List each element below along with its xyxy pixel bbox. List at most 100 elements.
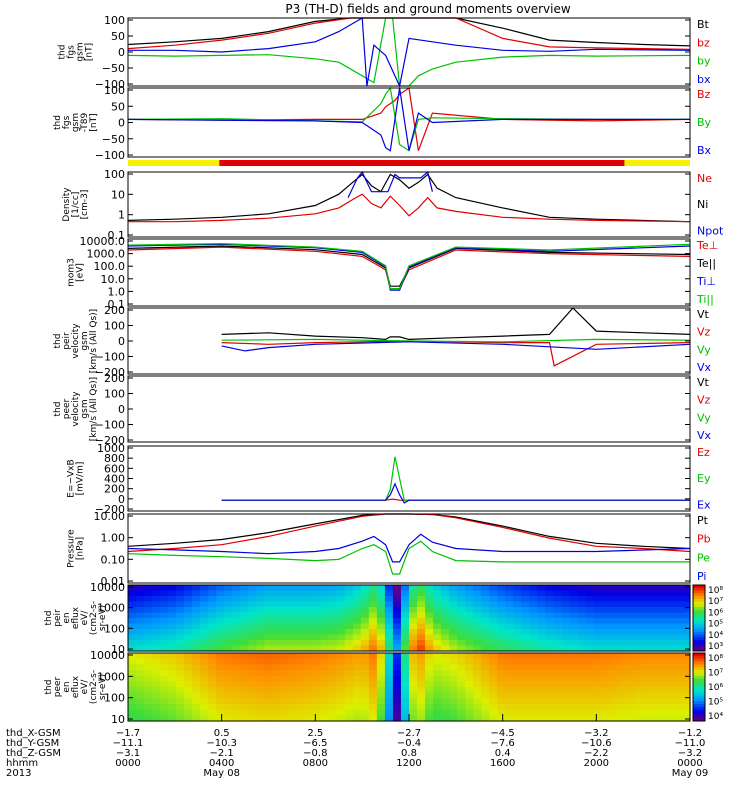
series-Pe (127, 540, 690, 575)
spectrogram-cell (465, 585, 474, 592)
spectrogram-cell (473, 629, 482, 636)
spectrogram-cell (433, 675, 442, 682)
x-tick-label: −10.3 (206, 738, 237, 749)
spectrogram-cell (224, 653, 233, 660)
spectrogram-cell (360, 634, 370, 641)
spectrogram-cell (352, 653, 362, 660)
spectrogram-cell (417, 623, 426, 630)
spectrogram-cell (136, 698, 145, 705)
spectrogram-cell (352, 623, 362, 630)
spectrogram-cell (585, 623, 595, 630)
spectrogram-cell (505, 715, 514, 722)
y-axis-title-line: (cm2-s- (89, 601, 99, 635)
spectrogram-cell (392, 640, 402, 647)
spectrogram-cell (673, 653, 683, 660)
spectrogram-cell (489, 709, 498, 716)
spectrogram-cell (232, 596, 241, 603)
spectrogram-cell (617, 645, 627, 652)
spectrogram-cell (264, 681, 274, 688)
spectrogram-cell (593, 653, 603, 660)
spectrogram-cell (481, 590, 490, 597)
spectrogram-cell (384, 634, 394, 641)
colorbar-step (693, 718, 705, 722)
spectrogram-cell (673, 704, 683, 711)
spectrogram-cell (521, 670, 531, 677)
spectrogram-cell (320, 634, 330, 641)
spectrogram-cell (192, 658, 201, 665)
spectrogram-cell (561, 618, 571, 625)
spectrogram-cell (128, 675, 137, 682)
spectrogram-cell (585, 687, 595, 694)
spectrogram-cell (417, 670, 426, 677)
spectrogram-cell (264, 704, 274, 711)
colorbar-label: 10⁵ (708, 698, 723, 708)
spectrogram-cell (593, 709, 603, 716)
spectrogram-cell (529, 601, 539, 608)
spectrogram-cell (633, 653, 643, 660)
spectrogram-cell (256, 585, 266, 592)
spectrogram-cell (152, 618, 161, 625)
spectrogram-cell (657, 675, 667, 682)
spectrogram-cell (657, 704, 667, 711)
colorbar-step (693, 609, 705, 613)
spectrogram-cell (168, 704, 177, 711)
y-axis-title-line: [1/cc] (71, 192, 81, 218)
spectrogram-cell (425, 640, 434, 647)
spectrogram-cell (457, 618, 466, 625)
spectrogram-cell (248, 658, 258, 665)
spectrogram-cell (160, 681, 169, 688)
spectrogram-cell (136, 590, 145, 597)
spectrogram-cell (417, 698, 426, 705)
spectrogram-cell (200, 704, 209, 711)
spectrogram-cell (368, 692, 378, 699)
spectrogram-cell (344, 658, 354, 665)
y-axis-title-line: en (62, 612, 72, 623)
spectrogram-cell (176, 698, 185, 705)
spectrogram-cell (489, 634, 498, 641)
spectrogram-cell (529, 618, 539, 625)
spectrogram-cell (152, 601, 161, 608)
spectrogram-cell (128, 664, 137, 671)
spectrogram-cell (296, 601, 306, 608)
spectrogram-cell (384, 687, 394, 694)
spectrogram-cell (288, 623, 298, 630)
spectrogram-cell (489, 601, 498, 608)
spectrogram-cell (577, 585, 587, 592)
spectrogram-cell (240, 687, 250, 694)
spectrogram-cell (481, 681, 490, 688)
spectrogram-cell (320, 664, 330, 671)
spectrogram-cell (553, 634, 563, 641)
spectrogram-cell (296, 698, 306, 705)
colorbar-label: 10⁶ (708, 683, 723, 693)
spectrogram-cell (529, 590, 539, 597)
spectrogram-cell (352, 612, 362, 619)
spectrogram-cell (216, 709, 225, 716)
y-tick-label: 10.00 (94, 510, 126, 523)
spectrogram-cell (176, 612, 185, 619)
colorbar-step (693, 648, 705, 652)
spectrogram-cell (497, 629, 506, 636)
spectrogram-cell (649, 698, 659, 705)
spectrogram-cell (473, 704, 482, 711)
spectrogram-cell (272, 590, 282, 597)
spectrogram-cell (529, 658, 539, 665)
spectrogram-cell (529, 698, 539, 705)
spectrogram-cell (384, 618, 394, 625)
spectrogram-cell (569, 634, 579, 641)
spectrogram-cell (409, 601, 418, 608)
spectrogram-cell (521, 607, 531, 614)
spectrogram-cell (481, 634, 490, 641)
spectrogram-cell (465, 658, 474, 665)
spectrogram-cell (184, 618, 193, 625)
spectrogram-cell (521, 590, 531, 597)
spectrogram-cell (240, 634, 250, 641)
spectrogram-cell (537, 601, 547, 608)
spectrogram-cell (232, 601, 241, 608)
spectrogram-cell (160, 704, 169, 711)
spectrogram-cell (200, 681, 209, 688)
spectrogram-cell (625, 601, 635, 608)
spectrogram-cell (665, 634, 675, 641)
